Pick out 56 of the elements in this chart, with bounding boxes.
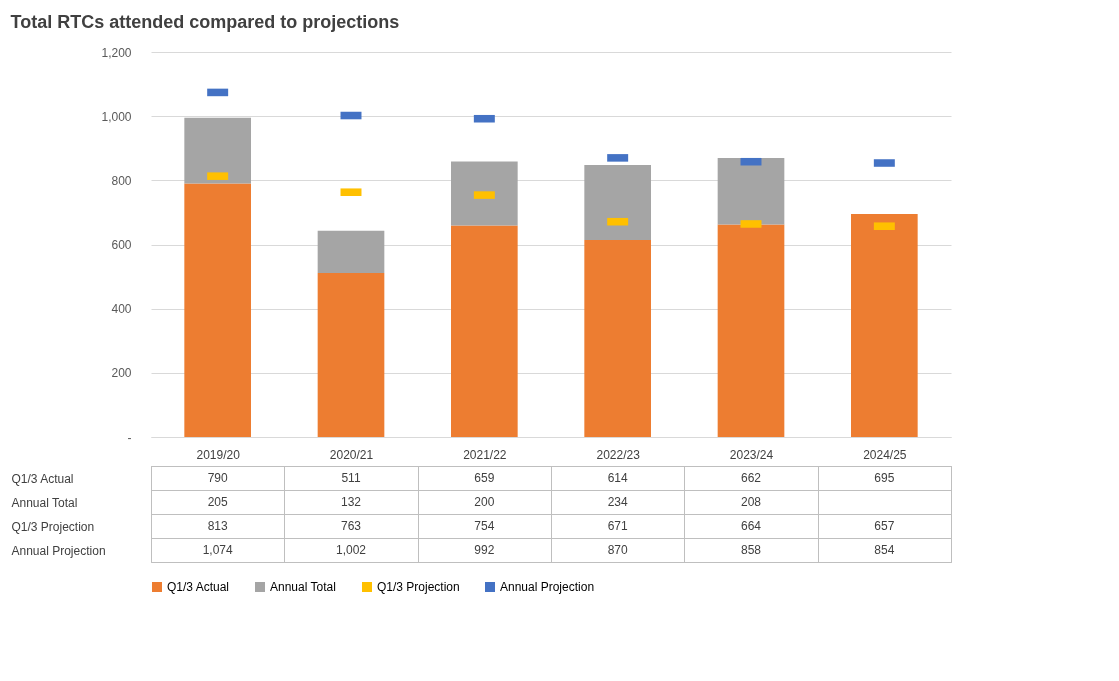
x-tick-label: 2022/23 <box>596 447 641 462</box>
bar <box>717 157 785 225</box>
data-label: 662 <box>740 471 762 485</box>
data-label: 1,074 <box>202 543 234 557</box>
data-label: 671 <box>607 519 628 533</box>
x-tick-label: 2023/24 <box>729 447 774 462</box>
data-label: 854 <box>874 543 895 557</box>
data-label: 205 <box>207 495 228 509</box>
y-tick-label: - <box>127 430 132 445</box>
legend-label: Q1/3 Projection <box>377 580 460 594</box>
data-label: 208 <box>740 495 762 509</box>
x-tick-label: 2020/21 <box>329 447 374 462</box>
bar <box>184 117 251 184</box>
legend-label: Annual Total <box>270 580 336 594</box>
data-label: 614 <box>607 471 628 485</box>
bar <box>584 164 651 241</box>
text: Q1/3 Actual <box>11 471 74 486</box>
bar <box>451 161 518 226</box>
data-label: 234 <box>607 495 628 509</box>
y-tick-label: 400 <box>111 302 132 317</box>
y-tick-label: 800 <box>111 173 132 188</box>
data-label: 664 <box>740 519 762 533</box>
x-tick-label: 2019/20 <box>196 447 241 462</box>
x-tick-label: 2021/22 <box>463 447 507 462</box>
data-label: 790 <box>207 471 228 485</box>
bar <box>184 183 251 437</box>
x-tick-label: 2024/25 <box>863 447 907 462</box>
data-label: 763 <box>340 519 362 533</box>
y-tick-label: 1,000 <box>101 109 132 124</box>
data-label: 754 <box>474 519 495 533</box>
data-label: 511 <box>341 471 361 485</box>
legend-label: Q1/3 Actual <box>167 580 230 594</box>
data-label: 657 <box>874 519 895 533</box>
text: Q1/3 Projection <box>11 519 95 534</box>
data-label: 659 <box>474 471 495 485</box>
data-label: 132 <box>340 495 362 509</box>
bar <box>717 224 785 437</box>
data-label: 1,002 <box>335 543 367 557</box>
data-label: 992 <box>474 543 495 557</box>
data-label: 695 <box>874 471 895 485</box>
y-tick-label: 600 <box>111 238 132 252</box>
chart-title: Total RTCs attended compared to projections <box>10 12 400 32</box>
data-label: 870 <box>607 543 628 557</box>
bar <box>584 240 651 437</box>
bar <box>317 230 385 274</box>
data-label: 858 <box>740 543 762 557</box>
bar <box>451 225 518 437</box>
bar <box>851 214 918 437</box>
text: Annual Projection <box>11 543 106 558</box>
y-tick-label: 200 <box>111 366 132 381</box>
y-tick-label: 1,200 <box>101 45 132 60</box>
legend-label: Annual Projection <box>500 580 595 594</box>
data-label: 200 <box>474 495 495 509</box>
text: Annual Total <box>11 495 78 510</box>
data-label: 813 <box>207 519 228 533</box>
bar <box>317 273 385 437</box>
